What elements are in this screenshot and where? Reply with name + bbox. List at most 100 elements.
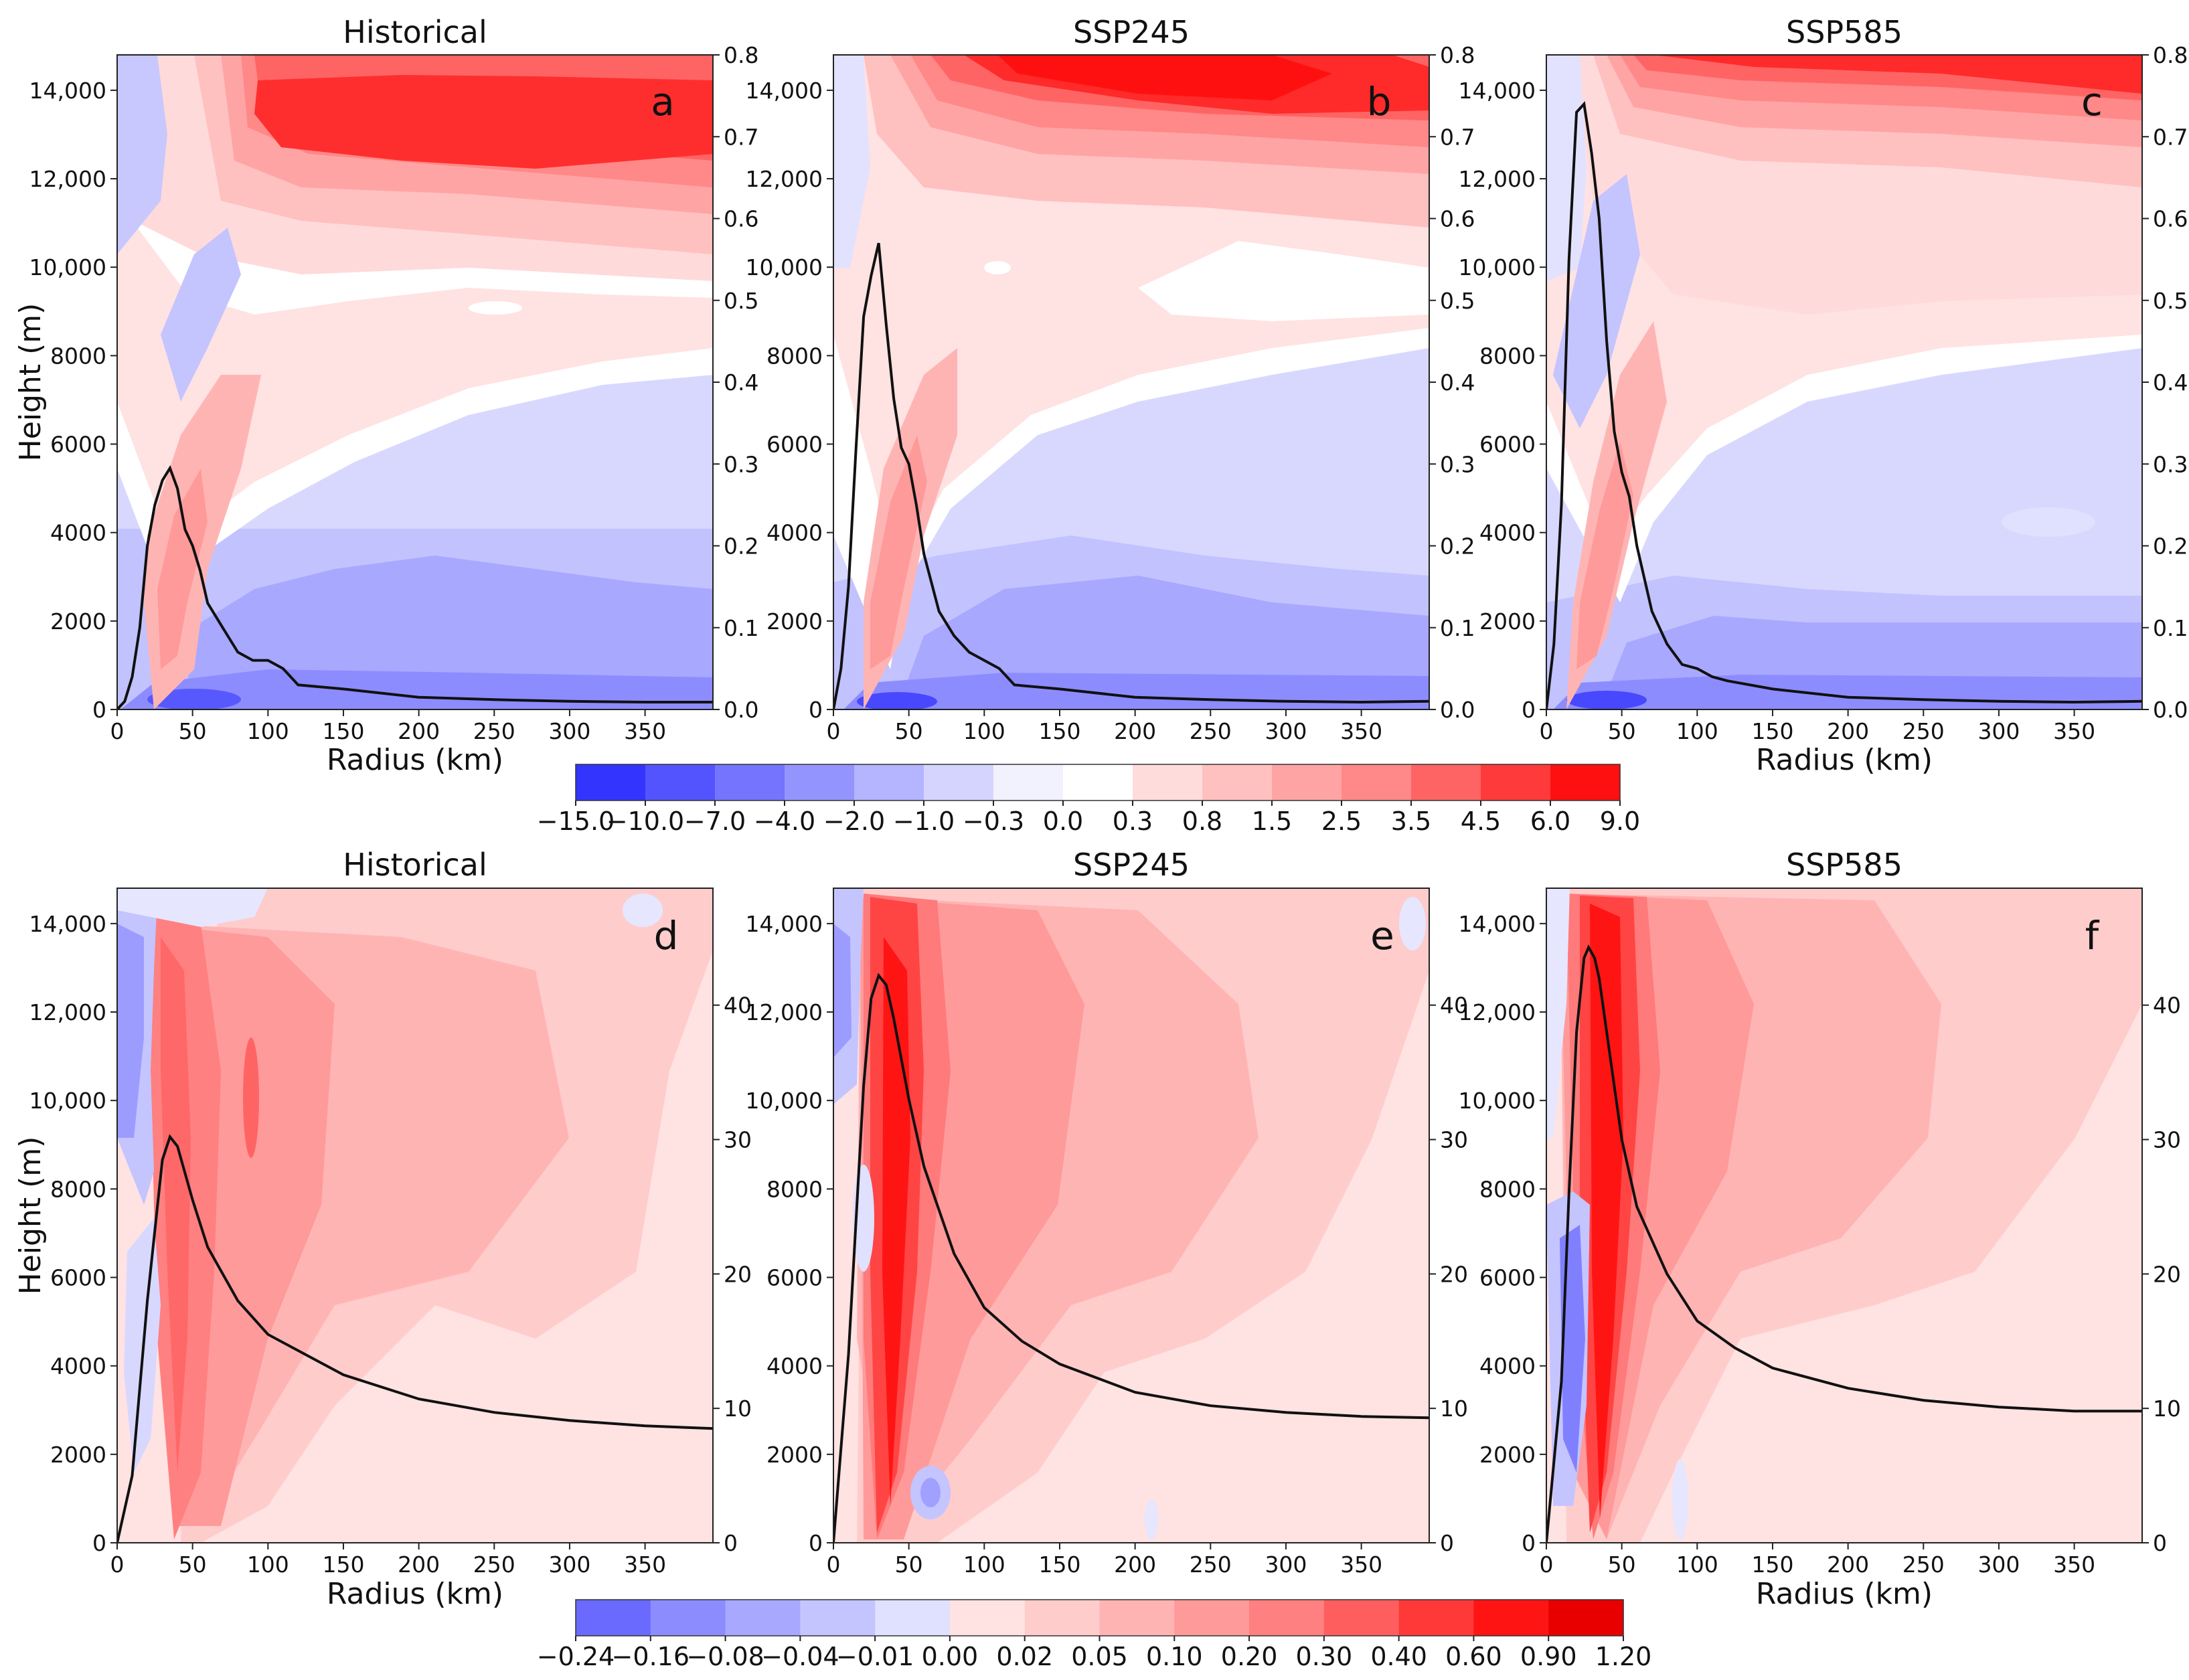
- panel-d-fill: [117, 888, 713, 1543]
- panel-c-xtick-label: 50: [1608, 718, 1636, 744]
- panel-c-y2tick-label: 0.0: [2153, 697, 2188, 723]
- panel-e-ytick-label: 8000: [766, 1176, 823, 1202]
- panel-a-y2tick-label: 0.1: [724, 615, 758, 641]
- panel-d-xtick-label: 250: [473, 1551, 515, 1578]
- panel-f-fill: [1546, 888, 2142, 1543]
- colorbar-bottom-swatch: [875, 1600, 951, 1636]
- colorbar-bottom-swatch: [1099, 1600, 1175, 1636]
- panel-d-xtick-label: 0: [110, 1551, 125, 1578]
- panel-d-y2tick-label: 30: [724, 1127, 752, 1153]
- panel-a-xtick-label: 350: [624, 718, 666, 744]
- panel-c-xtick-label: 350: [2053, 718, 2095, 744]
- panel-f-ytick-label: 6000: [1479, 1265, 1536, 1291]
- panel-e-xtick-label: 150: [1038, 1551, 1080, 1578]
- panel-e-ytick-label: 2000: [766, 1442, 823, 1468]
- panel-d-y2tick-label: 10: [724, 1396, 752, 1422]
- panel-d-y2tick-label: 0: [724, 1530, 738, 1556]
- panel-a-ytick-label: 14,000: [29, 78, 106, 104]
- colorbar-bottom-tick-label: 0.90: [1520, 1642, 1577, 1671]
- panel-d-title: Historical: [343, 847, 487, 883]
- colorbar-top-tick-label: 3.5: [1391, 807, 1431, 836]
- panel-a-xlabel: Radius (km): [327, 743, 503, 777]
- colorbar-top-tick-label: 4.5: [1461, 807, 1501, 836]
- panel-b-xtick-label: 250: [1190, 718, 1232, 744]
- colorbar-top-swatch: [576, 764, 646, 801]
- colorbar-top-tick-label: −4.0: [754, 807, 815, 836]
- panel-a-y2tick-label: 0.4: [724, 369, 758, 396]
- panel-f-ytick-label: 4000: [1479, 1353, 1536, 1379]
- panel-b-ytick-label: 6000: [766, 432, 823, 458]
- panel-b-xtick-label: 50: [895, 718, 923, 744]
- panel-f-ytick-label: 0: [1522, 1530, 1536, 1556]
- panel-f-xtick-label: 250: [1902, 1551, 1945, 1578]
- colorbar-bottom-swatch: [650, 1600, 726, 1636]
- panel-f-y2tick-label: 20: [2153, 1261, 2181, 1287]
- panel-e-ytick-label: 12,000: [746, 999, 823, 1025]
- panel-d-ytick-label: 10,000: [29, 1088, 106, 1114]
- colorbar-bottom-swatch: [1024, 1600, 1101, 1636]
- panel-c-ytick-label: 6000: [1479, 432, 1536, 458]
- panel-c-y2tick-label: 0.4: [2153, 369, 2188, 396]
- panel-c-y2tick-label: 0.1: [2153, 615, 2188, 641]
- panel-d-xtick-label: 150: [322, 1551, 364, 1578]
- panel-c-y2tick-label: 0.5: [2153, 288, 2188, 314]
- panel-c-y2tick-label: 0.3: [2153, 451, 2188, 477]
- colorbar-top-swatch: [924, 764, 994, 801]
- panel-f-ytick-label: 14,000: [1459, 911, 1536, 937]
- panel-e-xtick-label: 50: [895, 1551, 923, 1578]
- panel-a-y2tick-label: 0.3: [724, 451, 758, 477]
- colorbar-bottom-tick-label: 0.02: [996, 1642, 1053, 1671]
- panel-b-xtick-label: 350: [1340, 718, 1382, 744]
- panel-e-ytick-label: 0: [809, 1530, 823, 1556]
- colorbar-bottom-tick-label: 1.20: [1595, 1642, 1652, 1671]
- panel-b-y2tick-label: 0.7: [1440, 124, 1475, 150]
- colorbar-top-swatch: [645, 764, 716, 801]
- panel-d-ytick-label: 12,000: [29, 999, 106, 1025]
- panel-b-y2tick-label: 0.3: [1440, 451, 1475, 477]
- panel-f-xtick-label: 350: [2053, 1551, 2095, 1578]
- panel-a-fill: [117, 55, 713, 709]
- panel-e-ytick-label: 4000: [766, 1353, 823, 1379]
- panel-d-ytick-label: 6000: [50, 1265, 106, 1291]
- colorbar-top-tick-label: 6.0: [1530, 807, 1570, 836]
- colorbar-bottom-tick-label: −0.04: [761, 1642, 839, 1671]
- panel-b-xtick-label: 100: [963, 718, 1005, 744]
- panel-f-title: SSP585: [1786, 847, 1902, 883]
- panel-d-xtick-label: 100: [247, 1551, 289, 1578]
- panel-a-letter: a: [651, 79, 675, 124]
- colorbar-top-tick-label: −7.0: [684, 807, 746, 836]
- panel-b-y2tick-label: 0.8: [1440, 42, 1475, 68]
- panel-a-ytick-label: 6000: [50, 432, 106, 458]
- colorbar-bottom-swatch: [949, 1600, 1026, 1636]
- panel-a-title: Historical: [343, 14, 487, 50]
- panel-f-xtick-label: 50: [1608, 1551, 1636, 1578]
- panel-e-xtick-label: 300: [1265, 1551, 1307, 1578]
- panel-a-xtick-label: 300: [548, 718, 590, 744]
- panel-e-xtick-label: 250: [1190, 1551, 1232, 1578]
- panel-a-ytick-label: 12,000: [29, 166, 106, 192]
- panel-f-letter: f: [2085, 913, 2100, 958]
- colorbar-bottom-swatch: [1249, 1600, 1325, 1636]
- panel-c-xtick-label: 200: [1827, 718, 1869, 744]
- panel-a-xtick-label: 150: [322, 718, 364, 744]
- panel-a-xtick-label: 100: [247, 718, 289, 744]
- panel-e-y2tick-label: 30: [1440, 1127, 1468, 1153]
- panel-e-xtick-label: 350: [1340, 1551, 1382, 1578]
- colorbar-bottom-tick-label: 0.00: [922, 1642, 979, 1671]
- panel-c-ytick-label: 14,000: [1459, 78, 1536, 104]
- colorbar-top-swatch: [1272, 764, 1342, 801]
- panel-a-y2tick-label: 0.2: [724, 533, 758, 560]
- panel-c-xtick-label: 250: [1902, 718, 1945, 744]
- panel-a-y2tick-label: 0.0: [724, 697, 758, 723]
- panel-d-xtick-label: 200: [398, 1551, 440, 1578]
- panel-c-y2tick-label: 0.8: [2153, 42, 2188, 68]
- panel-f-profile-line: [1546, 944, 2142, 1543]
- panel-c-title: SSP585: [1786, 14, 1902, 50]
- panel-d-ytick-label: 2000: [50, 1442, 106, 1468]
- colorbar-top-swatch: [993, 764, 1064, 801]
- panel-f-xtick-label: 0: [1540, 1551, 1554, 1578]
- colorbar-bottom-tick-label: 0.40: [1370, 1642, 1427, 1671]
- panel-b-xtick-label: 150: [1038, 718, 1080, 744]
- panel-b-ytick-label: 8000: [766, 343, 823, 369]
